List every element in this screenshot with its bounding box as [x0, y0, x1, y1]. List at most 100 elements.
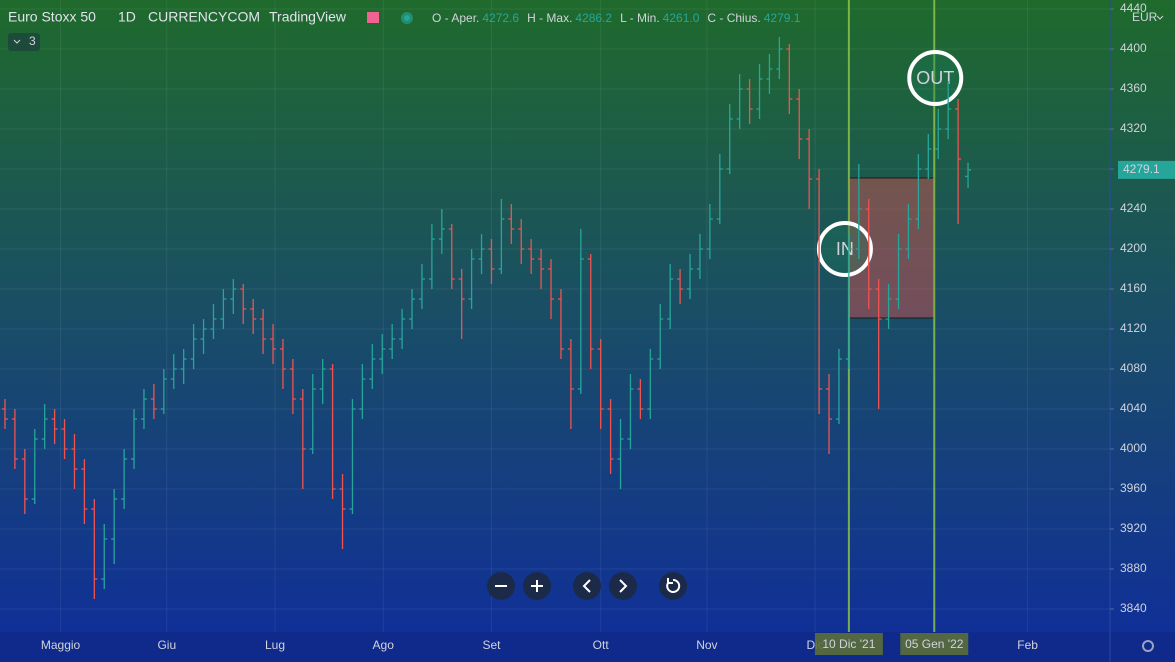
- ohlc-bar: [71, 434, 78, 489]
- ohlc-bar: [746, 79, 753, 124]
- indicator-toggle[interactable]: [8, 33, 40, 51]
- ohlc-bar: [557, 289, 564, 359]
- status-dot-core: [404, 15, 410, 21]
- ohlc-bar: [786, 44, 793, 114]
- reset-icon: [666, 578, 681, 593]
- ohlc-bar: [587, 254, 594, 369]
- scroll-left-button[interactable]: [573, 572, 601, 600]
- ohlc-bar: [567, 339, 574, 429]
- ohlc-bar: [816, 169, 823, 414]
- ohlc-bar: [577, 229, 584, 394]
- axes: 3840 3880 3920 3960 4000 4040 4080 4120 4160 4200…: [41, 1, 1175, 655]
- y-tick-label: 4160: [1120, 281, 1147, 295]
- ohlc-bar: [409, 289, 416, 329]
- ohlc-bar: [637, 379, 644, 419]
- ohlc-bar: [51, 409, 58, 444]
- ohlc-bar: [399, 309, 406, 349]
- x-tick-label: Nov: [696, 638, 717, 652]
- scroll-right-button[interactable]: [609, 572, 637, 600]
- ohlc-bar: [736, 74, 743, 129]
- ohlc-bar: [925, 134, 932, 179]
- ohlc-bar: [309, 374, 316, 454]
- ohlc-bar: [677, 269, 684, 304]
- ohlc-bar: [667, 264, 674, 329]
- ohlc-bar: [438, 209, 445, 254]
- ohlc-bar: [955, 99, 962, 224]
- ohlc-bar: [200, 319, 207, 354]
- ohlc-bar: [418, 264, 425, 309]
- ohlc-bar: [835, 349, 842, 424]
- y-tick-label: 4360: [1120, 81, 1147, 95]
- chevron: [13, 39, 21, 44]
- ohlc-value: 4272.6: [482, 11, 519, 25]
- ohlc-bar: [61, 419, 68, 459]
- ohlc-bar: [498, 199, 505, 274]
- flag-icon[interactable]: [367, 12, 379, 23]
- ohlc-bar: [250, 299, 257, 334]
- ohlc-value: 4261.0: [663, 11, 700, 25]
- x-tick-label: Set: [482, 638, 501, 652]
- ohlc-bar: [597, 339, 604, 429]
- ohlc-bar: [716, 154, 723, 224]
- ohlc-bar: [687, 254, 694, 299]
- settings-icon[interactable]: [1142, 640, 1154, 652]
- ohlc-bar: [726, 104, 733, 174]
- bars: [1, 37, 972, 599]
- ohlc-bar: [935, 109, 942, 159]
- ohlc-bar: [359, 364, 366, 419]
- ohlc-bar: [696, 234, 703, 279]
- ohlc-bar: [756, 64, 763, 119]
- ohlc-bar: [111, 489, 118, 564]
- ohlc-bar: [518, 219, 525, 264]
- y-tick-label: 4440: [1120, 1, 1147, 15]
- ohlc-bar: [299, 389, 306, 489]
- ohlc-bar: [826, 374, 833, 454]
- ohlc-bar: [855, 164, 862, 259]
- ohlc-bar: [220, 289, 227, 329]
- ohlc-legend: O - Aper. 4272.6 H - Max. 4286.2 L - Min. 426…: [432, 11, 801, 25]
- ohlc-bar: [617, 419, 624, 489]
- x-tick-label: Lug: [265, 638, 285, 652]
- currency[interactable]: EUR: [1132, 10, 1158, 24]
- ohlc-bar: [101, 524, 108, 589]
- last-price-label: 4279.1: [1123, 162, 1160, 176]
- y-tick-label: 4040: [1120, 401, 1147, 415]
- last-price-box: [1118, 160, 1175, 179]
- ohlc-bar: [21, 449, 28, 514]
- symbol-title: Euro Stoxx 50: [8, 9, 96, 25]
- ohlc-bar: [905, 204, 912, 259]
- y-tick-label: 4200: [1120, 241, 1147, 255]
- ohlc-bar: [379, 334, 386, 374]
- ohlc-bar: [627, 374, 634, 449]
- ohlc-bar: [91, 499, 98, 599]
- ohlc-bar: [140, 389, 147, 429]
- reset-button[interactable]: [659, 572, 687, 600]
- ohlc-bar: [528, 239, 535, 274]
- ohlc-value: 4279.1: [764, 11, 801, 25]
- x-tick-label: Ott: [593, 638, 610, 652]
- ohlc-bar: [875, 279, 882, 409]
- ohlc-bar: [428, 224, 435, 289]
- ohlc-bar: [845, 234, 852, 369]
- ohlc-bar: [488, 239, 495, 284]
- ohlc-bar: [945, 81, 952, 139]
- interval: 1D: [118, 9, 136, 25]
- ohlc-bar: [270, 324, 277, 364]
- ohlc-bar: [369, 344, 376, 389]
- ohlc-bar: [289, 359, 296, 414]
- ohlc-label: C - Chius.: [707, 11, 760, 25]
- x-tick-label: Feb: [1017, 638, 1038, 652]
- ohlc-bar: [279, 339, 286, 389]
- ohlc-bar: [121, 449, 128, 509]
- ohlc-bar: [41, 404, 48, 449]
- header: Euro Stoxx 50 1D CURRENCYCOM TradingView…: [8, 9, 1164, 51]
- ohlc-bar: [230, 279, 237, 314]
- marker-date: 05 Gen '22: [905, 637, 964, 651]
- marker-date-box: [814, 633, 883, 655]
- x-tick-label: Giu: [157, 638, 176, 652]
- platform: TradingView: [269, 9, 347, 25]
- y-tick-label: 4000: [1120, 441, 1147, 455]
